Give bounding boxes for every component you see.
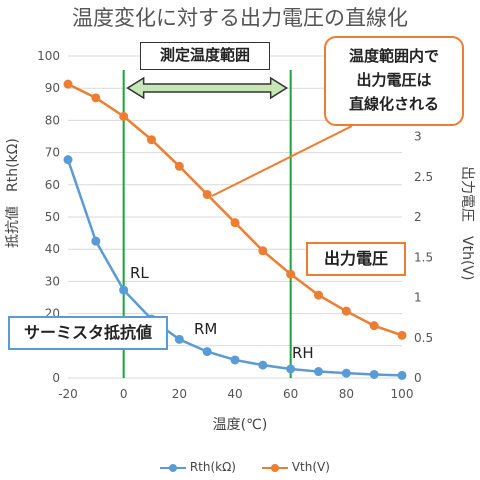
data-point-1	[174, 161, 184, 171]
data-point-0	[230, 355, 240, 365]
legend-item-rth: Rth(kΩ)	[160, 460, 236, 474]
data-point-0	[63, 155, 73, 165]
data-point-0	[202, 347, 212, 357]
data-point-0	[91, 236, 101, 246]
x-tick: 60	[283, 387, 298, 401]
data-point-1	[119, 111, 129, 121]
x-tick: 40	[227, 387, 242, 401]
data-point-1	[147, 135, 156, 145]
y-tick-left: 50	[45, 210, 60, 224]
legend-label-vth: Vth(V)	[291, 460, 330, 474]
data-point-1	[286, 269, 296, 279]
y-tick-left: 80	[45, 113, 60, 127]
y-tick-right: 0	[414, 371, 422, 385]
rh-label: RH	[292, 344, 314, 362]
legend-item-vth: Vth(V)	[262, 460, 330, 474]
y-tick-right: 2	[414, 210, 422, 224]
data-point-1	[397, 330, 407, 340]
y-tick-right: 3	[414, 130, 422, 144]
rm-label: RM	[194, 320, 218, 338]
callout-pointer	[211, 125, 353, 197]
data-point-0	[174, 334, 184, 344]
y-axis-left-label: 抵抗値 Rth(kΩ)	[5, 138, 21, 248]
thermistor-resistance-label: サーミスタ抵抗値	[8, 316, 168, 350]
data-point-1	[314, 290, 323, 300]
data-point-0	[258, 360, 268, 370]
chart-title: 温度変化に対する出力電圧の直線化	[72, 6, 408, 30]
data-point-0	[341, 368, 351, 378]
y-tick-right: 1	[414, 291, 422, 305]
y-tick-left: 40	[45, 242, 60, 256]
y-tick-right: 1.5	[414, 250, 433, 264]
data-point-1	[202, 189, 212, 199]
y-tick-left: 60	[45, 178, 60, 192]
data-point-1	[63, 79, 73, 89]
x-tick: -20	[58, 387, 78, 401]
y-tick-left: 100	[37, 49, 60, 63]
legend-label-rth: Rth(kΩ)	[189, 460, 236, 474]
measurement-range-label: 測定温度範囲	[140, 42, 270, 70]
linearization-callout: 温度範囲内で 出力電圧は 直線化される	[324, 36, 464, 126]
data-point-1	[258, 246, 268, 256]
callout-text: 温度範囲内で 出力電圧は 直線化される	[348, 47, 439, 113]
data-point-0	[119, 285, 129, 295]
x-tick: 100	[391, 387, 414, 401]
data-point-1	[341, 306, 351, 316]
data-point-0	[286, 364, 296, 374]
x-tick: 0	[120, 387, 128, 401]
y-tick-left: 90	[45, 81, 60, 95]
x-axis-label: 温度(℃)	[212, 417, 268, 433]
y-tick-right: 0.5	[414, 331, 433, 345]
range-arrow	[126, 76, 289, 100]
data-point-1	[230, 218, 240, 228]
legend-marker-rth	[160, 463, 186, 472]
data-point-1	[369, 321, 379, 331]
data-point-0	[314, 367, 323, 377]
x-tick: 20	[172, 387, 187, 401]
y-tick-left: 70	[45, 146, 60, 160]
data-point-0	[369, 369, 379, 379]
x-tick: 80	[339, 387, 354, 401]
y-axis-right-label: 出力電圧 Vth(V)	[459, 166, 475, 281]
output-voltage-label: 出力電圧	[306, 242, 406, 276]
data-point-1	[91, 93, 101, 103]
rl-label: RL	[130, 264, 149, 282]
y-tick-left: 30	[45, 274, 60, 288]
legend-marker-vth	[262, 463, 288, 472]
y-tick-left: 0	[52, 371, 60, 385]
data-point-0	[397, 370, 407, 380]
y-tick-right: 2.5	[414, 170, 433, 184]
